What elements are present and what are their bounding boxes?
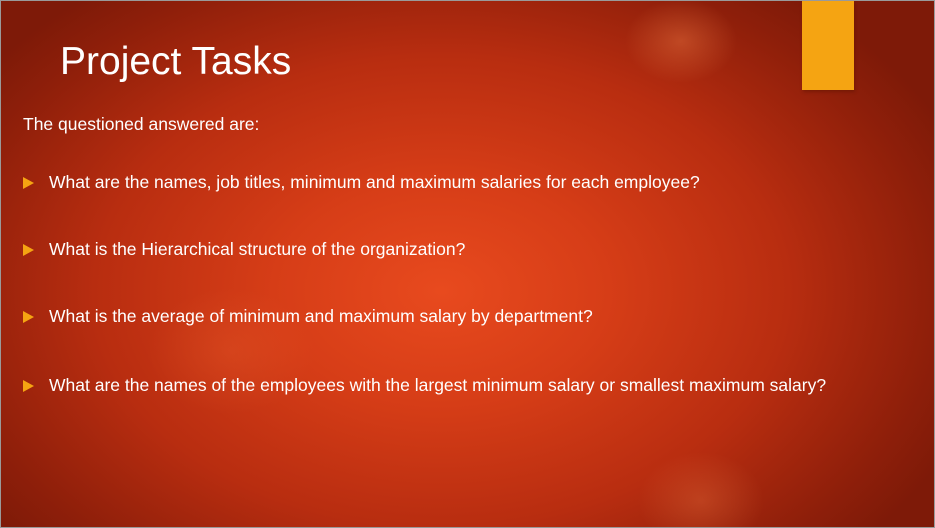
triangle-right-icon (23, 243, 34, 256)
bullet-text: What is the average of minimum and maxim… (49, 306, 593, 326)
triangle-right-icon (23, 379, 34, 392)
bullet-text: What are the names of the employees with… (49, 375, 827, 395)
intro-text: The questioned answered are: (23, 114, 260, 134)
bullet-item: What is the average of minimum and maxim… (23, 306, 593, 327)
slide-title: Project Tasks (60, 40, 292, 83)
bullet-item: What are the names of the employees with… (23, 375, 826, 396)
accent-tab (802, 1, 854, 90)
bullet-text: What are the names, job titles, minimum … (49, 172, 700, 192)
bullet-item: What is the Hierarchical structure of th… (23, 239, 465, 260)
triangle-right-icon (23, 310, 34, 323)
bullet-item: What are the names, job titles, minimum … (23, 172, 700, 193)
triangle-right-icon (23, 176, 34, 189)
bullet-text: What is the Hierarchical structure of th… (49, 239, 466, 259)
